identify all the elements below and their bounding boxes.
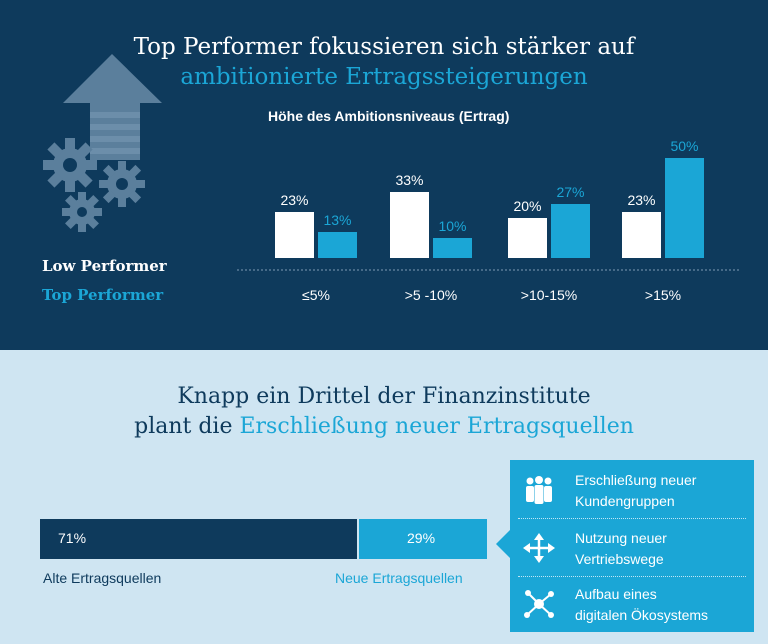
x-tick-label-3: >15% [645,287,681,303]
revenue-sources-stacked-bar: 71% 29% [40,519,487,559]
list-item-ecosystem: Aufbau eines digitalen Ökosystems [510,576,754,632]
gear-icon [43,138,97,192]
section-title-line2: plant die Erschließung neuer Ertragsquel… [0,414,768,439]
gear-arrow-illustration [43,54,162,232]
divider [518,518,746,519]
section-title-line1: Knapp ein Drittel der Finanzinstitute [177,384,591,409]
x-tick-label-2: >10-15% [521,287,577,303]
bar-segment-old [40,519,357,559]
up-arrow-icon [63,54,162,160]
bar-low-0 [275,212,314,258]
data-label-low-2: 20% [513,198,541,214]
bar-top-0 [318,232,357,258]
data-label-new: 29% [407,530,436,546]
label-old-sources: Alte Ertragsquellen [43,570,162,586]
data-label-top-3: 50% [670,138,698,154]
bar-low-1 [390,192,429,258]
network-nodes-icon [524,590,554,618]
chart-title-line1: Top Performer fokussieren sich stärker a… [133,34,635,60]
data-label-top-0: 13% [323,212,351,228]
legend-low-performer: Low Performer [42,257,167,275]
move-arrows-icon [523,533,555,563]
bar-top-2 [551,204,590,258]
bar-segment-new [359,519,487,559]
data-label-low-0: 23% [280,192,308,208]
x-tick-label-0: ≤5% [302,287,330,303]
data-label-top-2: 27% [556,184,584,200]
gear-icon [62,192,102,232]
new-sources-panel: Erschließung neuer Kundengruppen Nutzung … [510,460,754,632]
label-new-sources: Neue Ertragsquellen [335,570,463,586]
list-item-text: Erschließung neuer Kundengruppen [575,472,697,509]
list-item-sales-channels: Nutzung neuer Vertriebswege [510,520,754,576]
list-item-customer-groups: Erschließung neuer Kundengruppen [510,462,754,518]
bar-low-2 [508,218,547,258]
legend-top-performer: Top Performer [42,286,164,304]
chart-title-line2: ambitionierte Ertragssteigerungen [180,64,588,90]
callout-pointer [496,530,510,558]
section-title-accent: Erschließung neuer Ertragsquellen [239,414,634,439]
data-label-low-1: 33% [395,172,423,188]
list-item-text: Aufbau eines digitalen Ökosystems [575,586,709,623]
x-tick-label-1: >5 -10% [405,287,458,303]
data-label-top-1: 10% [438,218,466,234]
gear-icon [99,161,145,207]
bar-top-1 [433,238,472,258]
list-item-text: Nutzung neuer Vertriebswege [575,530,667,567]
ambition-bar-chart: 23% 13% ≤5% 33% 10% >5 -10% 20% 27% >10-15% 23% 50… [237,138,740,303]
people-group-icon [526,476,552,504]
chart-subtitle: Höhe des Ambitionsniveaus (Ertrag) [268,108,510,124]
bar-low-3 [622,212,661,258]
divider [518,576,746,577]
bar-top-3 [665,158,704,258]
data-label-old: 71% [58,530,87,546]
data-label-low-3: 23% [627,192,655,208]
section-title-prefix: plant die [134,414,240,439]
